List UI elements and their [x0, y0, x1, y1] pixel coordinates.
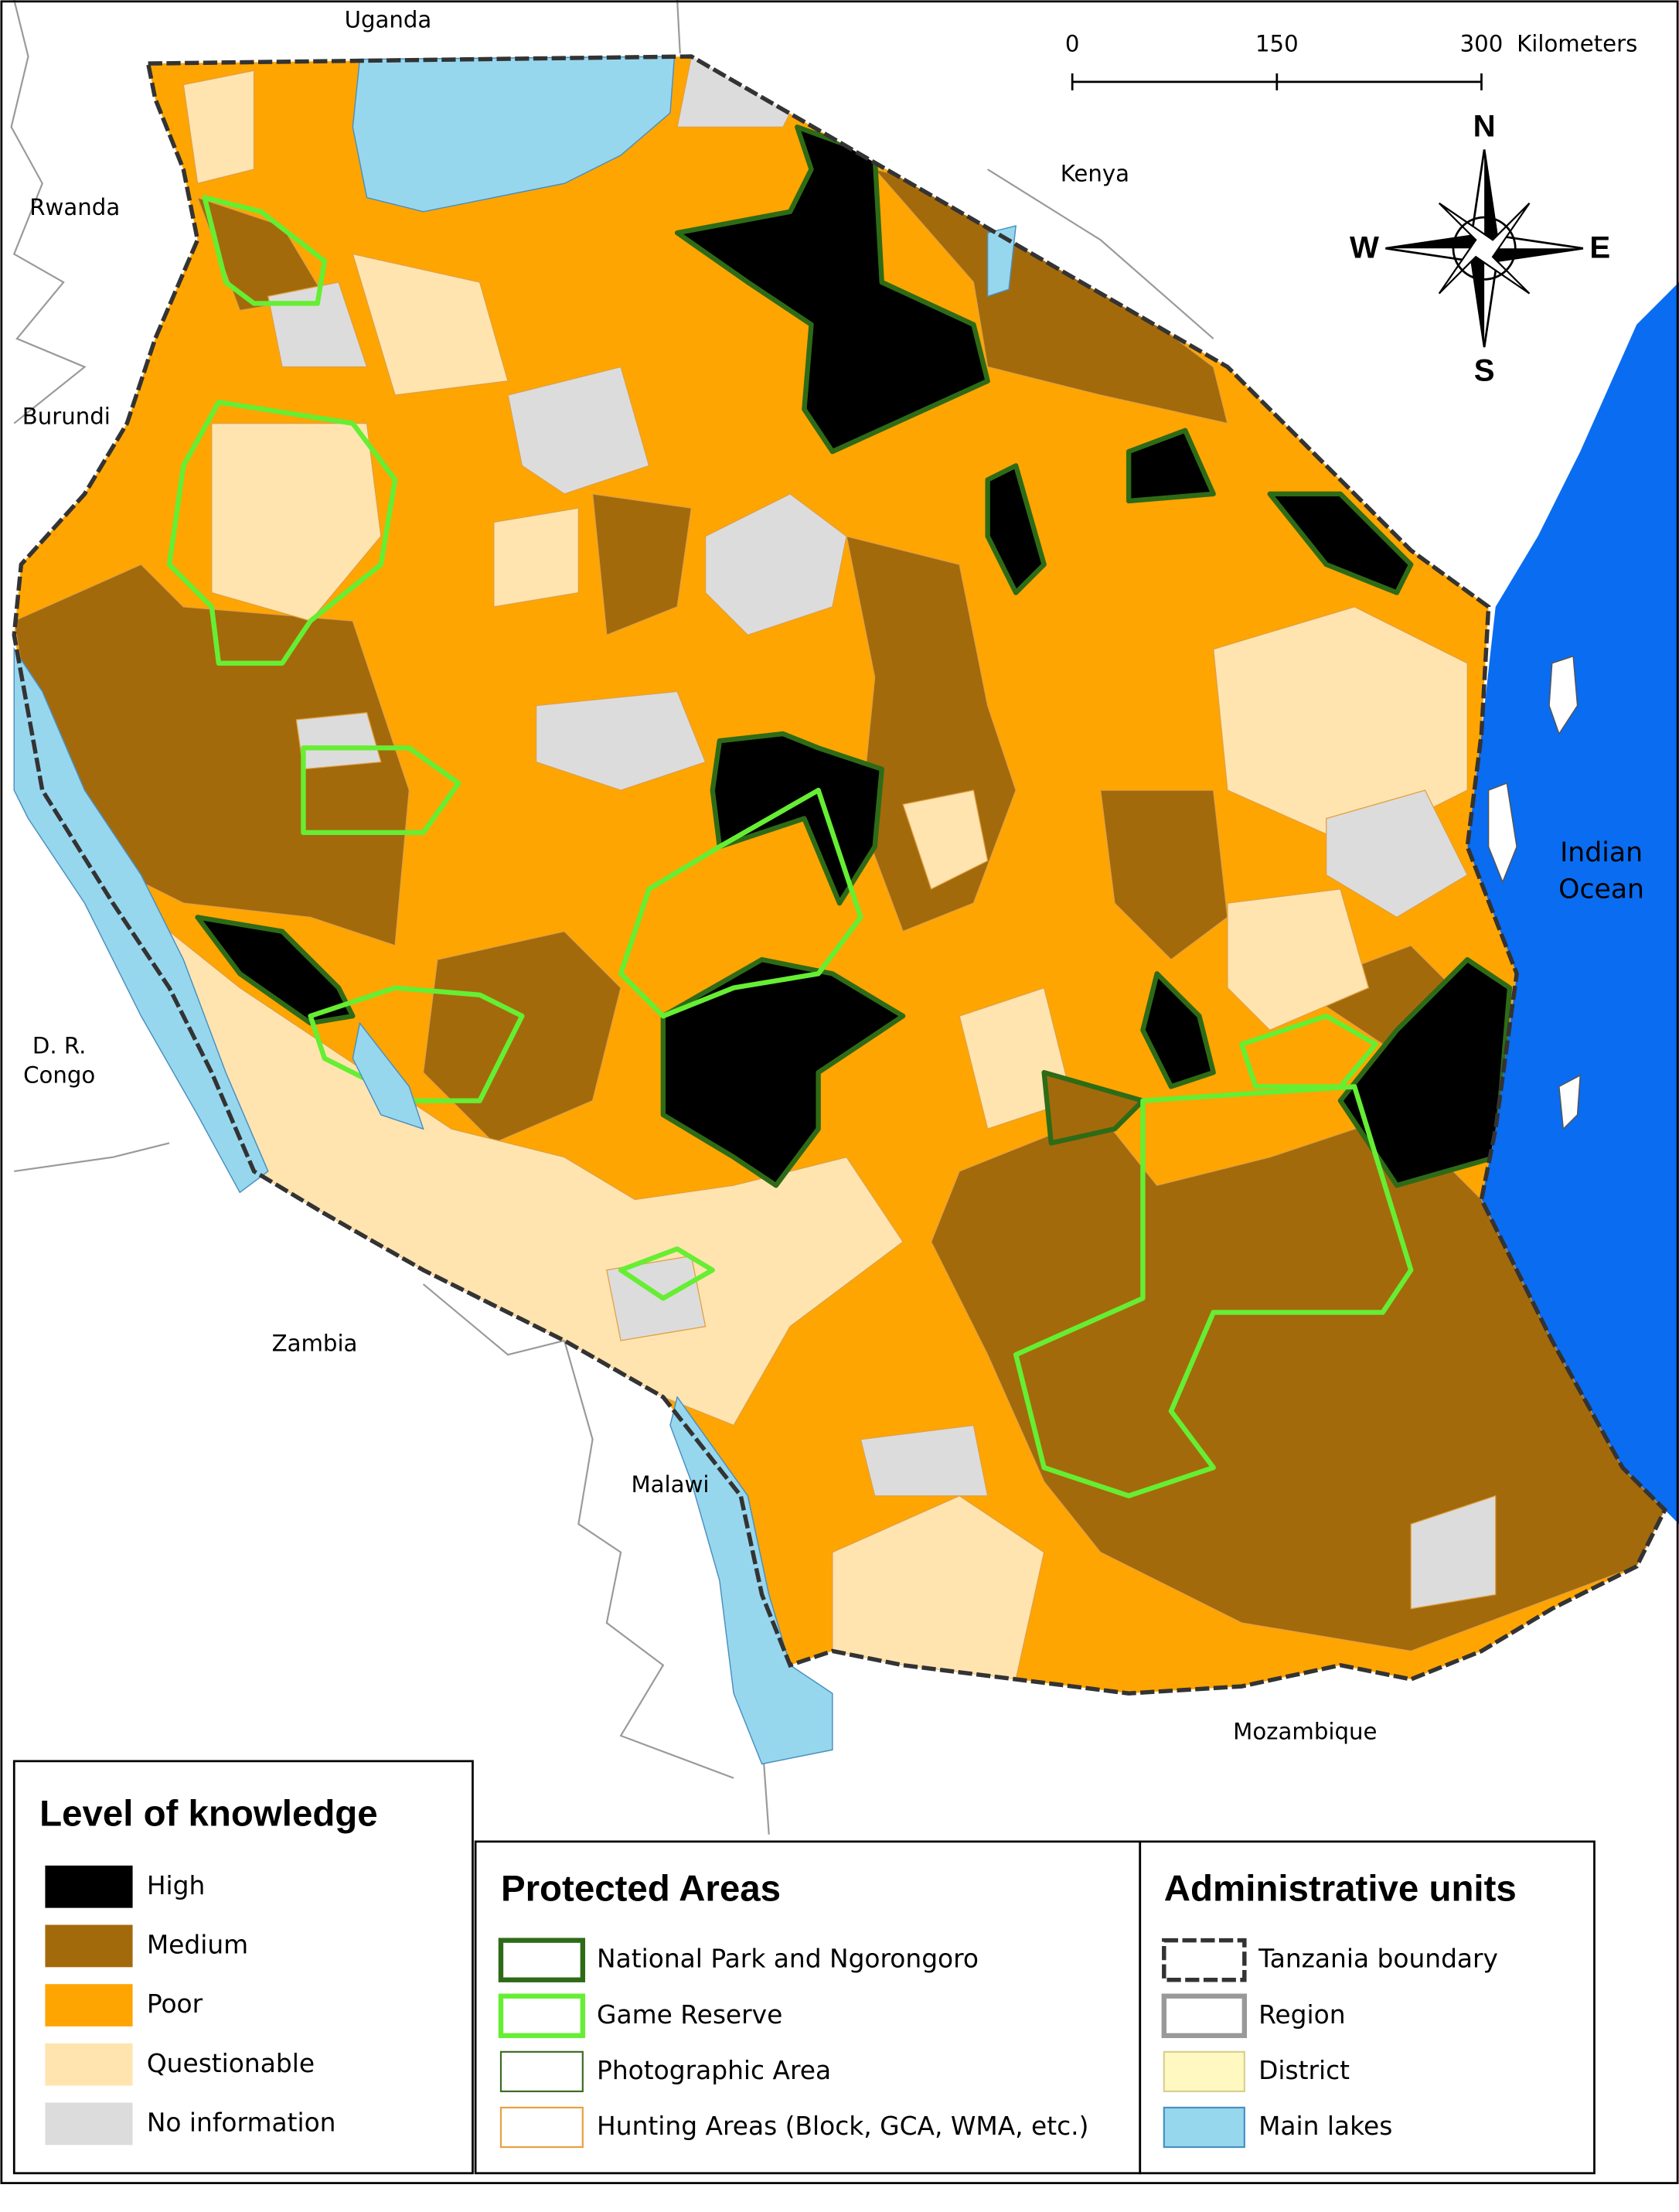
legend-swatch: [45, 2043, 133, 2086]
legend-label: Hunting Areas (Block, GCA, WMA, etc.): [597, 2111, 1088, 2141]
map-labels: Uganda Rwanda Burundi Kenya D. R. Congo Zambia…: [22, 6, 1644, 1744]
place-label: Indian Ocean: [1558, 837, 1644, 905]
compass-north: N: [1473, 109, 1496, 144]
legend: Administrative units Tanzania boundary Reg…: [1139, 1840, 1596, 2175]
legend: Level of knowledge High Medium Poor Question…: [12, 1760, 474, 2175]
place-label: Rwanda: [29, 194, 120, 220]
legend-label: Main lakes: [1258, 2111, 1392, 2141]
place-label-line: Ocean: [1558, 874, 1644, 905]
compass-south: S: [1474, 353, 1495, 387]
legend-swatch: [1162, 1938, 1247, 1982]
legend-label: District: [1258, 2056, 1350, 2085]
legend: Protected Areas National Park and Ngorong…: [474, 1840, 1142, 2175]
ocean: [1467, 282, 1679, 1525]
scale-label: 0: [1065, 30, 1080, 56]
compass-west: W: [1350, 230, 1379, 265]
compass-east: E: [1589, 230, 1610, 265]
place-label: Uganda: [345, 6, 432, 32]
scale-label: 300: [1460, 30, 1504, 56]
legend-swatch: [499, 2050, 584, 2093]
legend-title: Level of knowledge: [39, 1794, 378, 1835]
place-label-line: Rwanda: [29, 194, 120, 220]
place-label-line: Indian: [1560, 837, 1643, 868]
place-label-line: Zambia: [272, 1330, 358, 1356]
place-label: Malawi: [631, 1471, 709, 1498]
legend-label: Game Reserve: [597, 2000, 782, 2030]
legend-title: Administrative units: [1164, 1868, 1517, 1909]
place-label: Mozambique: [1233, 1718, 1377, 1744]
legend-label: Poor: [147, 1989, 203, 2019]
legend-swatch: [498, 1993, 586, 2039]
compass-star-shade: [1385, 149, 1583, 347]
legend-swatch: [499, 2106, 584, 2149]
compass-ring: [1452, 216, 1517, 281]
legend-swatch: [1163, 2106, 1245, 2149]
legend-label: Questionable: [147, 2049, 315, 2078]
legend-title: Protected Areas: [501, 1868, 781, 1909]
place-label: Zambia: [272, 1330, 358, 1356]
scale-bar: 0 150 300 Kilometers: [1065, 30, 1637, 90]
legend-label: Photographic Area: [597, 2056, 831, 2085]
place-label-line: Burundi: [22, 403, 111, 429]
legend-swatch: [45, 1984, 133, 2026]
legend-swatch: [498, 1938, 586, 1982]
legend-swatch: [45, 1924, 133, 1968]
legend-label: No information: [147, 2108, 336, 2137]
place-label: Kenya: [1061, 160, 1129, 186]
place-label-line: Uganda: [345, 6, 432, 32]
place-label-line: Kenya: [1061, 160, 1129, 186]
neighbours: [10, 0, 1214, 1835]
legend-swatch: [45, 1865, 133, 1908]
legend-label: Tanzania boundary: [1258, 1944, 1498, 1974]
place-label-line: Congo: [23, 1062, 95, 1089]
legend-swatch: [45, 2102, 133, 2146]
compass: N S W E: [1350, 109, 1610, 388]
place-label-line: Mozambique: [1233, 1718, 1377, 1744]
legend-label: Medium: [147, 1930, 248, 1959]
lakes: [13, 56, 1017, 1765]
legend-label: High: [147, 1871, 206, 1900]
place-label-line: Malawi: [631, 1471, 709, 1498]
place-label: Burundi: [22, 403, 111, 429]
islands: [1487, 655, 1582, 1130]
legend-swatch: [1161, 1993, 1248, 2039]
place-label-line: D. R.: [32, 1032, 87, 1058]
legends: Level of knowledge High Medium Poor Question…: [12, 1760, 1596, 2175]
legend-label: National Park and Ngorongoro: [597, 1944, 979, 1974]
scale-unit: Kilometers: [1517, 30, 1637, 56]
legend-swatch: [1163, 2050, 1245, 2093]
legend-label: Region: [1258, 2000, 1345, 2030]
scale-label: 150: [1255, 30, 1299, 56]
place-label: D. R. Congo: [23, 1032, 95, 1088]
